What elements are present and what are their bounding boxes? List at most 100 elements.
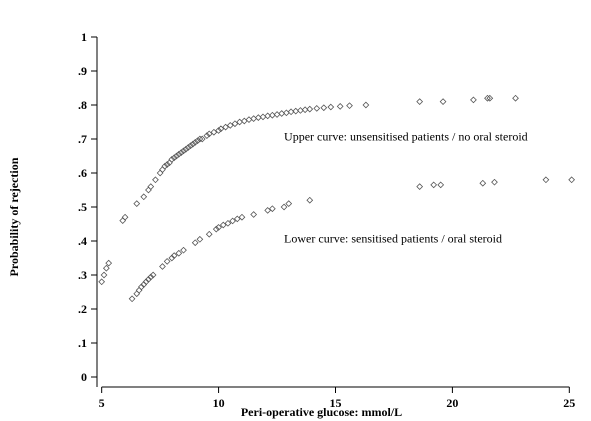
data-point-marker: [102, 264, 110, 272]
data-point-marker: [180, 147, 187, 155]
data-point-marker: [196, 135, 204, 143]
upper-curve-series: [119, 94, 519, 224]
data-point-marker: [285, 200, 293, 207]
data-point-marker: [217, 125, 225, 133]
data-point-marker: [142, 278, 150, 286]
y-ticks: 0 .1 .2 .3 .4 .5 .6 .7 .8 .9 1: [78, 30, 97, 384]
data-point-marker: [439, 98, 447, 105]
data-point-marker: [163, 258, 171, 265]
x-tick-label: 20: [446, 396, 458, 410]
y-tick-label: .4: [78, 234, 87, 248]
lower-curve-annotation: Lower curve: sensitised patients / oral …: [284, 232, 502, 246]
data-point-marker: [145, 186, 152, 194]
data-point-marker: [210, 128, 218, 136]
data-point-marker: [163, 161, 171, 168]
data-point-marker: [189, 140, 197, 148]
data-point-marker: [484, 94, 491, 102]
data-point-marker: [229, 217, 236, 225]
annotations: Upper curve: unsensitised patients / no …: [284, 130, 528, 246]
y-tick-label: .6: [78, 166, 87, 180]
y-tick-label: .9: [78, 64, 87, 78]
data-point-marker: [346, 102, 353, 110]
data-point-marker: [100, 271, 108, 279]
data-point-marker: [215, 127, 222, 134]
data-point-marker: [226, 122, 234, 129]
x-tick-label: 5: [99, 396, 105, 410]
data-point-marker: [512, 94, 519, 102]
data-point-marker: [278, 110, 286, 117]
x-axis-title: Peri-operative glucose: mmol/L: [241, 405, 402, 419]
y-tick-label: .1: [78, 336, 87, 350]
data-point-marker: [175, 249, 183, 257]
y-tick-label: .3: [78, 268, 87, 282]
data-point-marker: [203, 132, 211, 139]
x-tick-label: 10: [213, 396, 225, 410]
axes: [96, 37, 570, 388]
data-point-marker: [254, 114, 262, 121]
data-point-marker: [145, 276, 152, 283]
data-point-marker: [161, 162, 169, 170]
data-point-marker: [264, 112, 272, 120]
data-point-marker: [184, 144, 192, 151]
data-point-marker: [147, 183, 155, 190]
data-point-marker: [542, 176, 550, 184]
data-point-marker: [250, 211, 258, 218]
y-tick-label: .5: [78, 200, 87, 214]
y-tick-label: .2: [78, 302, 87, 316]
data-point-marker: [98, 278, 106, 286]
data-point-marker: [219, 221, 227, 229]
data-point-marker: [149, 271, 157, 279]
data-point-marker: [205, 230, 213, 238]
data-point-marker: [287, 108, 295, 116]
data-point-marker: [306, 196, 314, 204]
data-point-marker: [470, 96, 477, 104]
y-tick-label: .8: [78, 98, 87, 112]
data-point-marker: [198, 135, 206, 143]
data-point-marker: [191, 239, 199, 247]
data-point-marker: [268, 111, 276, 119]
data-point-marker: [182, 145, 190, 153]
y-tick-label: 0: [81, 370, 87, 384]
data-point-marker: [140, 193, 148, 201]
data-point-marker: [175, 150, 183, 158]
data-point-marker: [486, 94, 494, 102]
data-point-marker: [268, 205, 276, 213]
data-point-marker: [105, 259, 113, 267]
data-point-marker: [177, 149, 185, 156]
data-point-marker: [416, 98, 424, 105]
data-point-marker: [156, 169, 164, 177]
data-point-marker: [168, 254, 176, 262]
y-axis-title: Probability of rejection: [7, 157, 21, 276]
data-point-marker: [194, 137, 201, 145]
data-point-marker: [479, 179, 487, 187]
data-points: [98, 94, 576, 303]
data-point-marker: [133, 290, 141, 298]
data-point-marker: [119, 217, 127, 224]
data-point-marker: [138, 283, 145, 291]
data-point-marker: [196, 235, 204, 243]
data-point-marker: [170, 154, 178, 162]
y-tick-label: 1: [81, 30, 87, 44]
data-point-marker: [224, 219, 232, 227]
data-point-marker: [147, 273, 155, 281]
data-point-marker: [170, 252, 178, 259]
x-tick-label: 15: [329, 396, 341, 410]
data-point-marker: [215, 224, 222, 231]
data-point-marker: [568, 176, 576, 184]
data-point-marker: [264, 207, 272, 214]
data-point-marker: [297, 107, 304, 114]
data-point-marker: [306, 105, 314, 113]
data-point-marker: [336, 102, 344, 110]
x-tick-label: 25: [563, 396, 575, 410]
data-point-marker: [250, 115, 258, 122]
data-point-marker: [301, 106, 309, 114]
y-tick-label: .7: [78, 132, 87, 146]
data-point-marker: [222, 123, 229, 131]
data-point-marker: [430, 181, 438, 189]
data-point-marker: [152, 176, 159, 184]
data-point-marker: [320, 104, 328, 112]
data-point-marker: [191, 139, 199, 146]
data-point-marker: [313, 105, 321, 112]
data-point-marker: [233, 215, 241, 223]
